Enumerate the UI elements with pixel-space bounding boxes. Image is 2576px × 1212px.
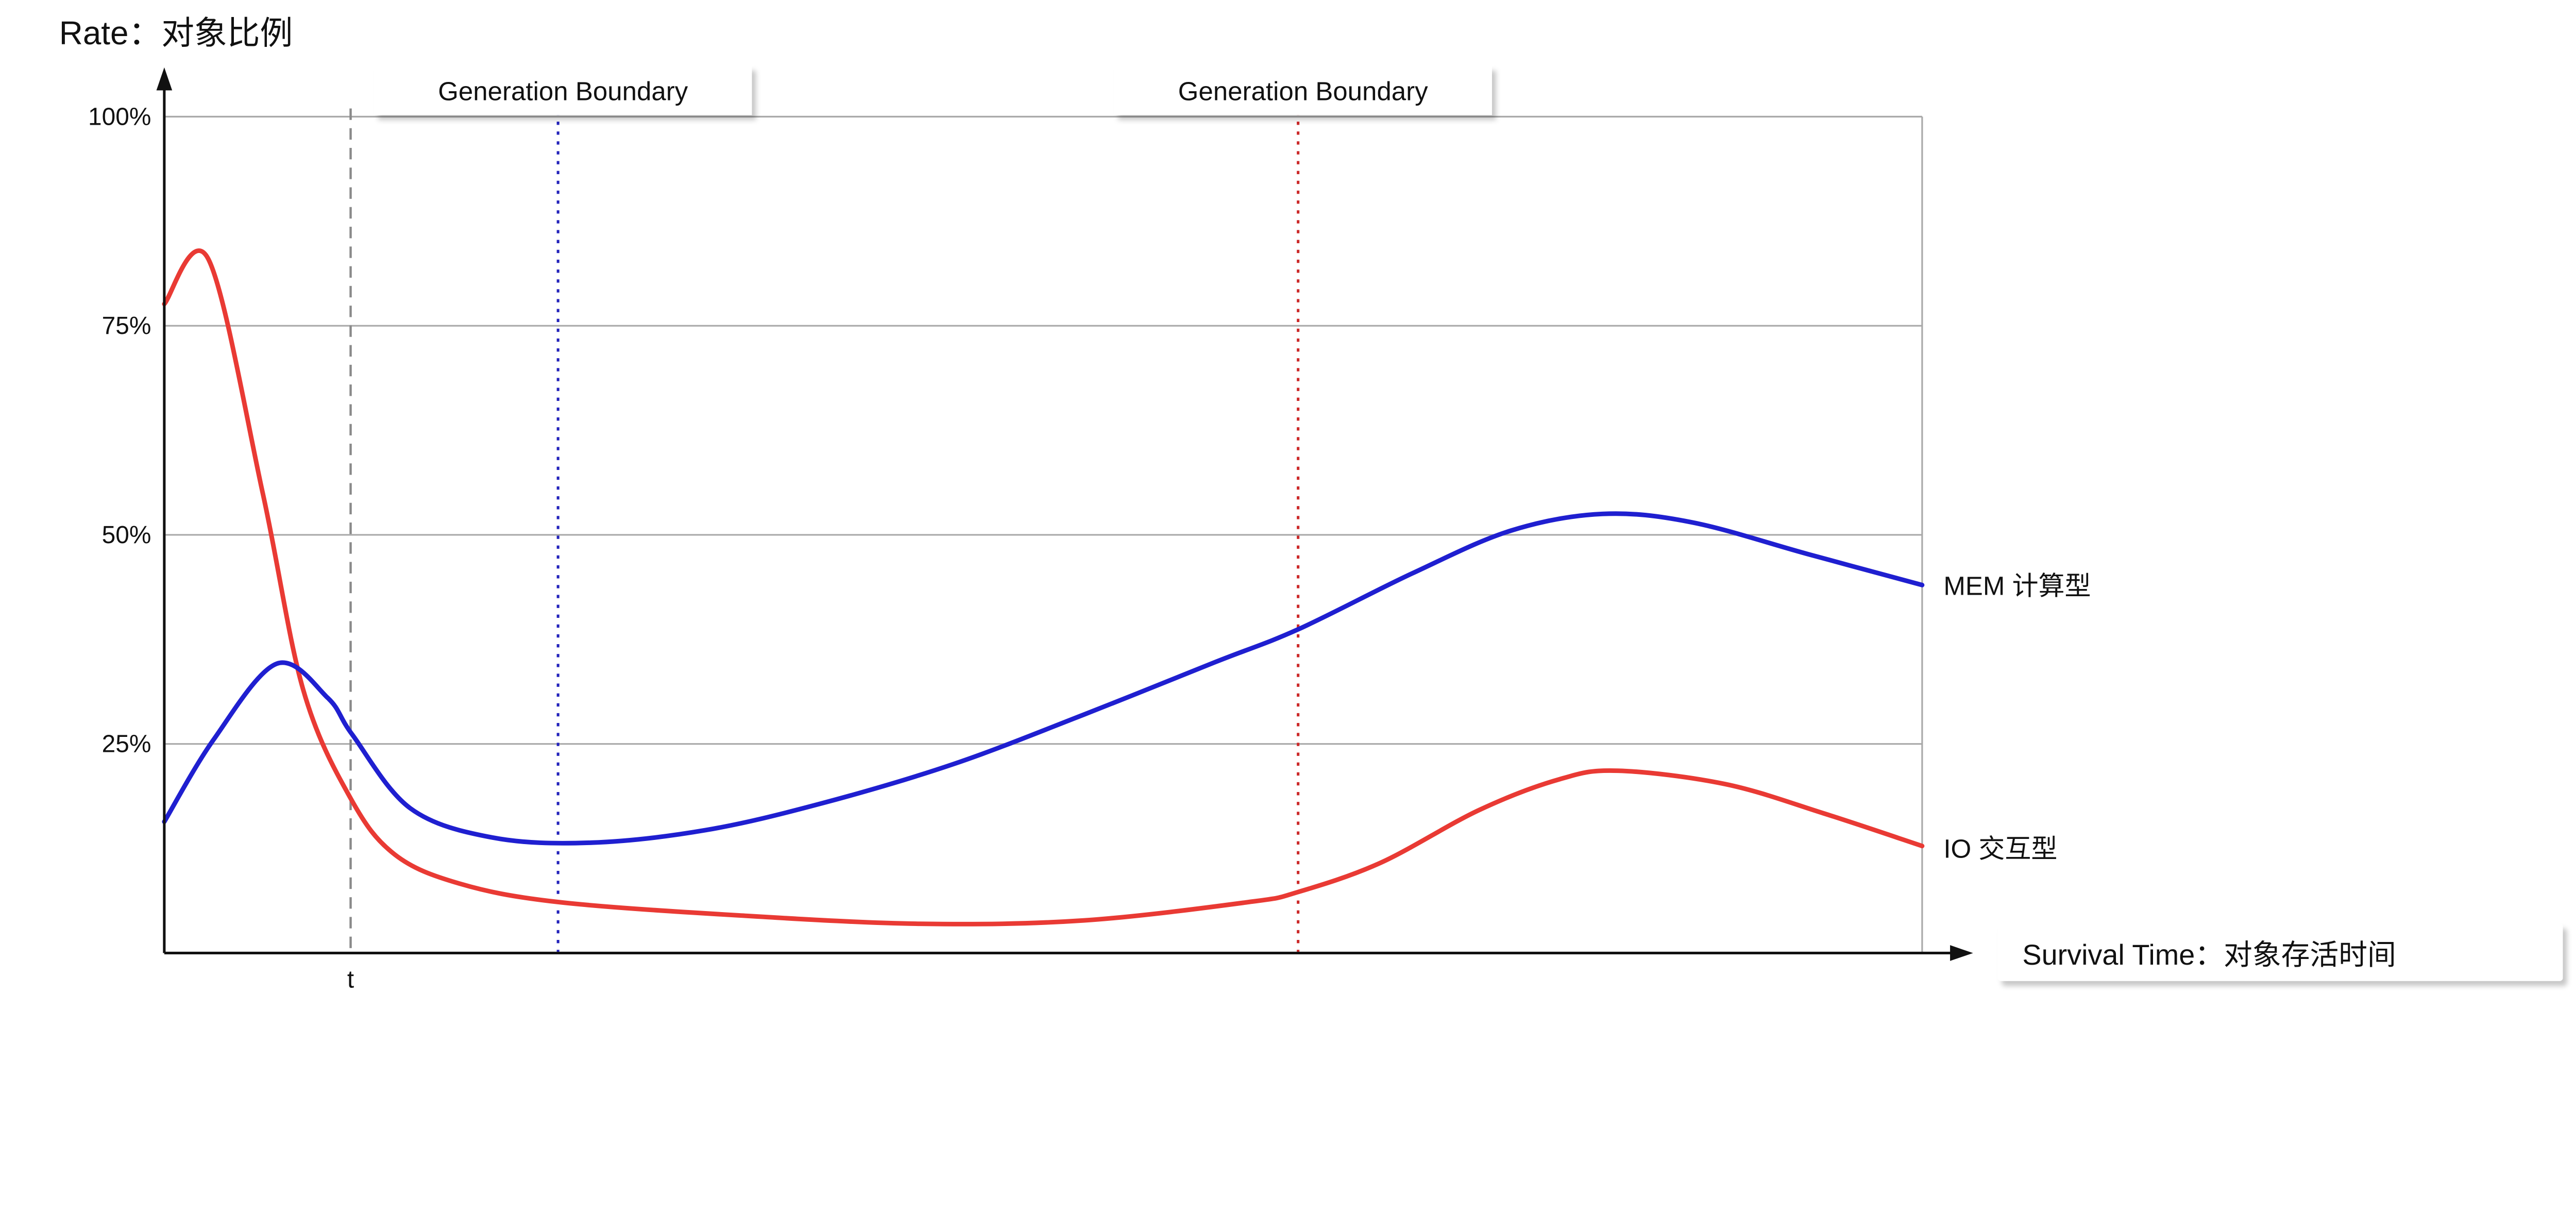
- generation-boundary-label-1: Generation Boundary: [1178, 77, 1428, 106]
- y-axis-arrow-icon: [156, 67, 173, 91]
- chart-title: Rate：对象比例: [59, 14, 293, 52]
- generation-boundary-label-box-1: [1114, 65, 1492, 115]
- y-tick-label-100: 100%: [88, 103, 151, 130]
- y-tick-labels: 25% 50% 75% 100%: [88, 103, 151, 758]
- y-tick-label-75: 75%: [102, 312, 151, 340]
- generation-boundaries: t Generation Boundary Generation Boundary: [347, 65, 1492, 993]
- t-marker-label: t: [347, 966, 354, 993]
- series-label-mem: MEM 计算型: [1943, 571, 2091, 600]
- x-axis-label: Survival Time：对象存活时间: [2022, 938, 2396, 971]
- y-axis: [156, 67, 173, 953]
- x-axis-label-background: [1997, 923, 2563, 981]
- x-axis-arrow-icon: [1950, 945, 1973, 961]
- series-label-io: IO 交互型: [1943, 834, 2057, 864]
- y-tick-label-50: 50%: [102, 521, 151, 549]
- object-survival-rate-chart: Rate：对象比例 t Generation Boundary Generation…: [59, 14, 2563, 993]
- gridlines: [164, 115, 1923, 953]
- series-curves: [162, 248, 1925, 927]
- series-curve-mem: [162, 511, 1925, 846]
- generation-boundary-label-0: Generation Boundary: [438, 77, 688, 106]
- series-curve-io: [162, 248, 1925, 927]
- x-axis: [164, 945, 1973, 961]
- generation-boundary-label-box-0: [374, 65, 752, 115]
- x-axis-label-box: Survival Time：对象存活时间: [1997, 923, 2563, 981]
- y-tick-label-25: 25%: [102, 731, 151, 758]
